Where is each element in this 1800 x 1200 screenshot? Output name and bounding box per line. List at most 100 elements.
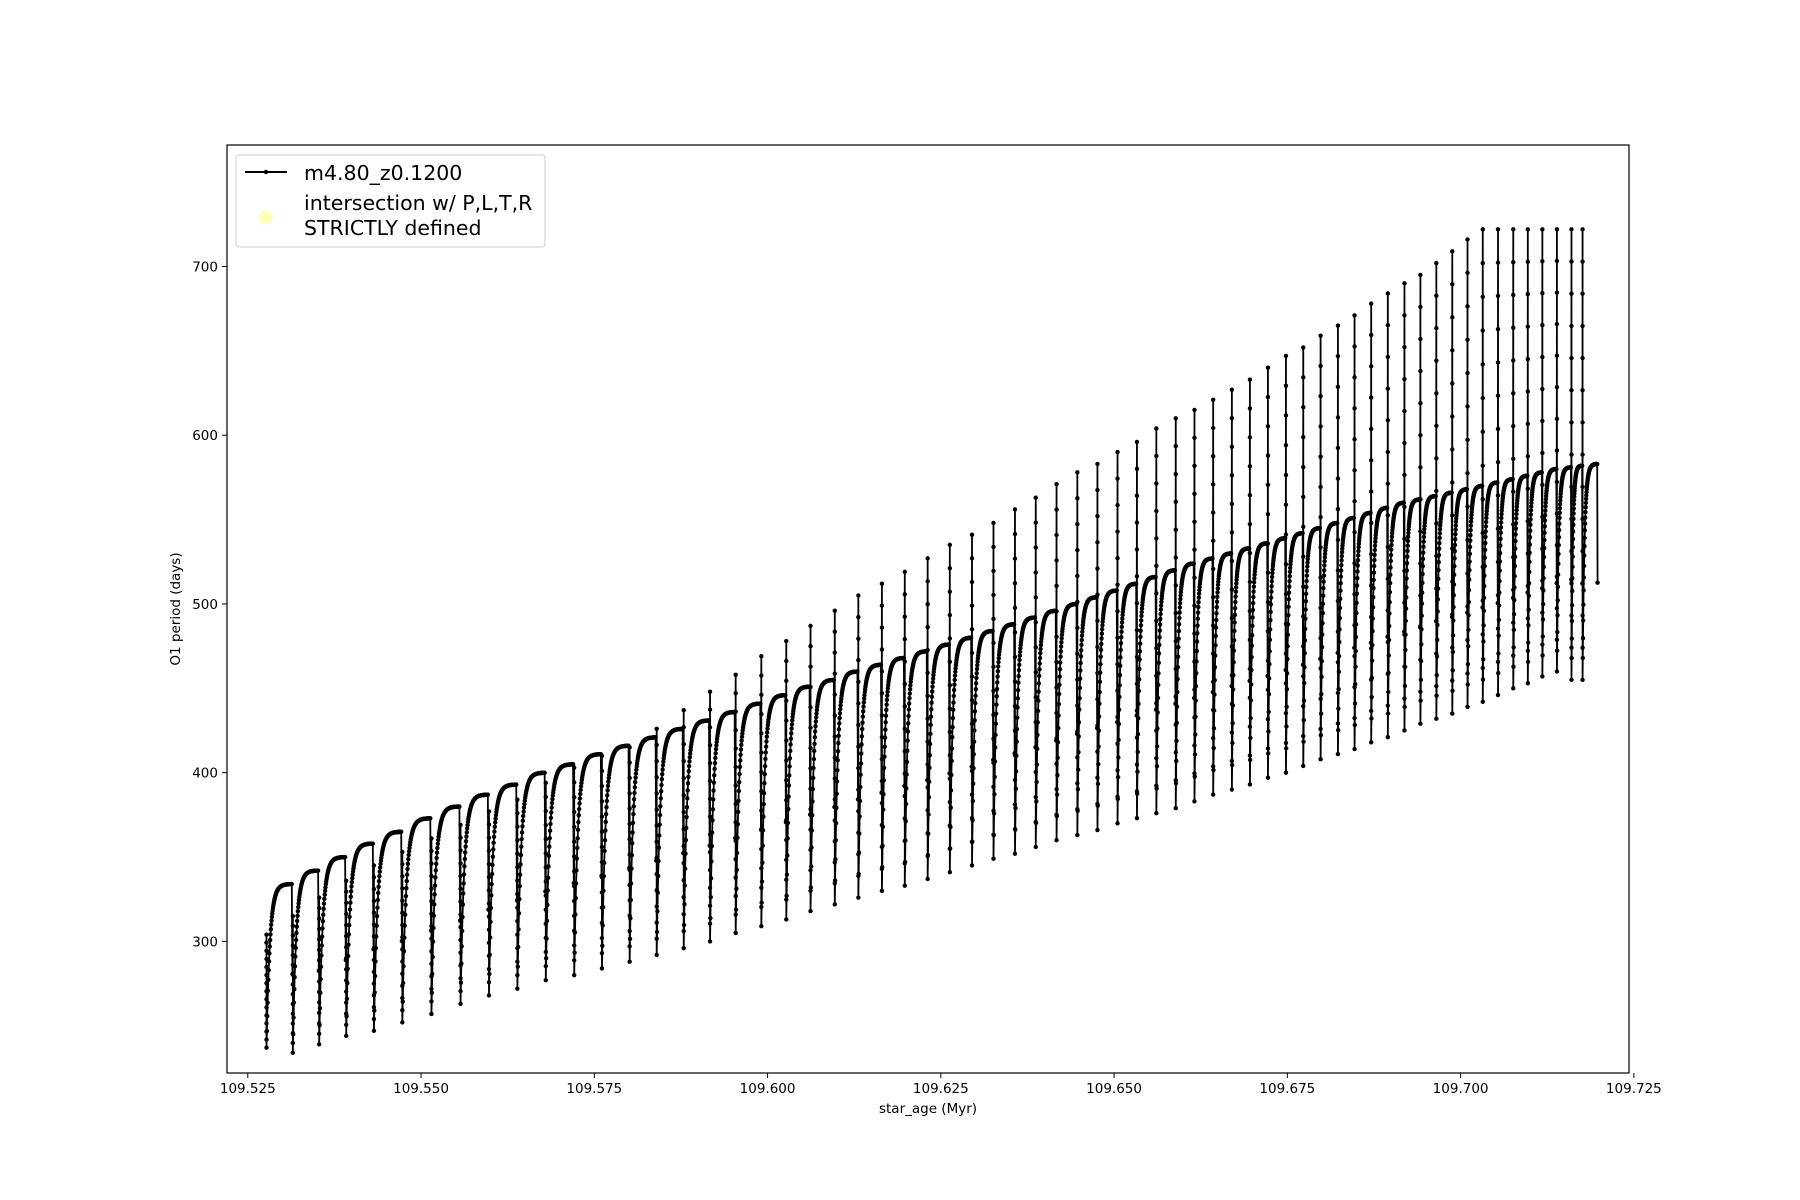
series-point bbox=[1322, 555, 1328, 560]
series-point bbox=[372, 973, 378, 979]
series-point bbox=[928, 731, 933, 737]
series-point bbox=[784, 738, 789, 743]
series-point bbox=[1269, 589, 1274, 594]
series-point bbox=[428, 816, 433, 821]
series-point bbox=[1402, 472, 1407, 478]
series-point bbox=[1402, 313, 1407, 318]
series-point bbox=[1335, 353, 1341, 359]
series-point bbox=[1054, 736, 1059, 741]
series-point bbox=[811, 748, 817, 754]
series-point bbox=[760, 843, 765, 848]
series-point bbox=[1078, 668, 1083, 673]
series-point bbox=[973, 681, 979, 686]
series-point bbox=[925, 876, 930, 882]
series-point bbox=[685, 781, 691, 786]
series-point bbox=[1057, 674, 1062, 679]
series-point bbox=[1013, 769, 1019, 774]
series-point bbox=[1078, 660, 1083, 666]
series-point bbox=[809, 845, 814, 850]
series-point bbox=[1250, 600, 1256, 606]
series-point bbox=[1138, 628, 1143, 633]
series-point bbox=[1514, 507, 1519, 513]
series-point bbox=[1134, 708, 1140, 713]
series-point bbox=[1192, 799, 1197, 804]
series-point bbox=[1495, 326, 1501, 332]
series-point bbox=[1080, 626, 1085, 631]
series-point bbox=[1075, 470, 1080, 475]
series-point bbox=[735, 809, 741, 815]
series-point bbox=[547, 836, 552, 841]
series-point bbox=[1194, 639, 1200, 644]
series-point bbox=[1229, 444, 1235, 449]
series-point bbox=[1303, 607, 1308, 612]
series-point bbox=[1465, 643, 1471, 649]
series-point bbox=[1054, 583, 1059, 589]
series-point bbox=[1213, 625, 1219, 630]
series-point bbox=[734, 867, 739, 873]
series-point bbox=[832, 629, 837, 634]
series-point bbox=[879, 713, 885, 718]
series-point bbox=[711, 780, 717, 785]
series-point bbox=[346, 942, 351, 947]
series-point bbox=[1075, 832, 1080, 838]
series-point bbox=[1265, 453, 1271, 458]
series-point bbox=[1210, 510, 1216, 515]
series-point bbox=[808, 908, 813, 914]
series-point bbox=[969, 721, 975, 726]
series-point bbox=[371, 969, 377, 974]
series-point bbox=[950, 715, 956, 721]
series-point bbox=[885, 689, 890, 694]
series-point bbox=[735, 835, 740, 840]
series-point bbox=[458, 988, 463, 994]
series-point bbox=[489, 893, 494, 898]
series-point bbox=[1420, 556, 1426, 562]
series-point bbox=[1017, 657, 1022, 663]
series-point bbox=[709, 859, 714, 864]
series-point bbox=[785, 853, 790, 858]
series-point bbox=[735, 821, 740, 827]
series-point bbox=[763, 744, 769, 749]
series-point bbox=[1465, 437, 1470, 442]
series-point bbox=[831, 677, 837, 683]
series-point bbox=[1095, 618, 1100, 624]
series-point bbox=[266, 959, 272, 964]
series-point bbox=[371, 875, 377, 880]
series-point bbox=[1210, 397, 1216, 402]
series-point bbox=[1115, 741, 1120, 746]
series-point bbox=[1211, 745, 1216, 751]
series-point bbox=[316, 905, 322, 911]
series-point bbox=[1157, 628, 1163, 633]
series-point bbox=[516, 911, 522, 916]
series-point bbox=[1480, 429, 1485, 435]
series-point bbox=[627, 944, 632, 949]
series-point bbox=[1303, 616, 1308, 621]
series-point bbox=[1036, 689, 1041, 694]
series-point bbox=[515, 851, 520, 856]
series-point bbox=[1305, 560, 1310, 565]
series-point bbox=[403, 893, 409, 899]
series-point bbox=[1265, 716, 1271, 722]
series-point bbox=[1402, 440, 1407, 446]
series-point bbox=[657, 833, 662, 838]
series-point bbox=[1230, 721, 1235, 726]
series-point bbox=[1247, 435, 1253, 440]
series-point bbox=[947, 612, 953, 618]
series-point bbox=[519, 830, 525, 835]
series-point bbox=[633, 771, 639, 776]
series-point bbox=[293, 945, 298, 951]
series-point bbox=[632, 790, 637, 796]
series-point bbox=[902, 883, 907, 888]
series-point bbox=[1156, 651, 1162, 656]
series-point bbox=[1192, 774, 1197, 779]
series-point bbox=[925, 762, 930, 767]
series-point bbox=[1370, 642, 1375, 648]
series-point bbox=[832, 797, 837, 802]
series-point bbox=[902, 569, 907, 575]
series-point bbox=[1453, 523, 1459, 528]
series-point bbox=[1480, 260, 1485, 266]
series-point bbox=[1193, 683, 1199, 689]
series-point bbox=[1033, 844, 1038, 850]
series-point bbox=[546, 864, 551, 869]
series-point bbox=[879, 647, 885, 652]
series-point bbox=[370, 841, 376, 846]
